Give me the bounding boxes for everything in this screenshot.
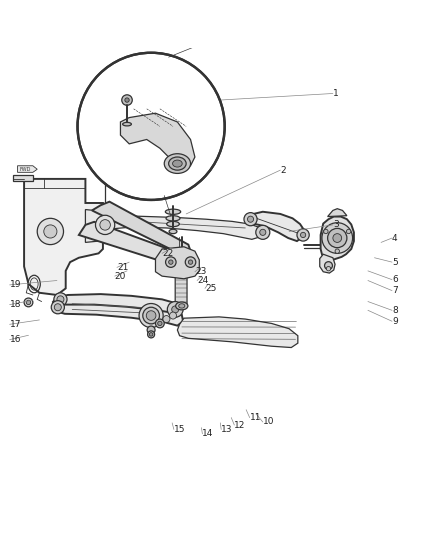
Text: 4: 4 xyxy=(392,233,398,243)
Circle shape xyxy=(322,223,353,253)
Circle shape xyxy=(78,53,225,200)
Text: 9: 9 xyxy=(392,317,398,326)
Ellipse shape xyxy=(146,311,156,320)
Polygon shape xyxy=(53,294,175,312)
Ellipse shape xyxy=(166,221,180,227)
Polygon shape xyxy=(155,247,199,279)
Ellipse shape xyxy=(179,304,185,308)
Ellipse shape xyxy=(173,160,182,167)
Circle shape xyxy=(325,262,332,270)
Ellipse shape xyxy=(166,209,180,214)
Circle shape xyxy=(155,319,164,328)
Text: 16: 16 xyxy=(10,335,21,344)
Circle shape xyxy=(333,233,342,243)
Text: 25: 25 xyxy=(205,284,216,293)
Circle shape xyxy=(166,257,176,268)
Circle shape xyxy=(170,312,177,319)
Circle shape xyxy=(95,215,115,235)
Text: FWD: FWD xyxy=(19,167,31,172)
Circle shape xyxy=(172,306,179,313)
Text: 3: 3 xyxy=(333,220,339,229)
Circle shape xyxy=(328,229,347,248)
Ellipse shape xyxy=(54,304,61,311)
Text: 22: 22 xyxy=(162,249,173,258)
Ellipse shape xyxy=(51,301,64,314)
Circle shape xyxy=(44,225,57,238)
Ellipse shape xyxy=(54,293,67,306)
Circle shape xyxy=(247,216,254,222)
Circle shape xyxy=(167,302,183,317)
Ellipse shape xyxy=(148,331,155,338)
Text: 15: 15 xyxy=(174,425,185,434)
Text: 12: 12 xyxy=(234,421,246,430)
Circle shape xyxy=(169,260,173,264)
Polygon shape xyxy=(107,216,263,239)
Ellipse shape xyxy=(169,229,177,233)
Ellipse shape xyxy=(149,333,153,336)
Circle shape xyxy=(122,95,132,106)
Text: 5: 5 xyxy=(392,257,398,266)
Circle shape xyxy=(26,300,31,304)
Polygon shape xyxy=(120,113,195,170)
Polygon shape xyxy=(85,209,112,243)
Ellipse shape xyxy=(57,296,64,303)
Text: 23: 23 xyxy=(195,267,206,276)
Circle shape xyxy=(100,220,110,230)
Polygon shape xyxy=(92,201,191,255)
Circle shape xyxy=(24,298,33,307)
Polygon shape xyxy=(18,166,37,172)
Circle shape xyxy=(147,326,155,334)
Text: 18: 18 xyxy=(10,300,21,309)
Text: 19: 19 xyxy=(10,280,21,289)
Circle shape xyxy=(297,229,309,241)
Circle shape xyxy=(260,229,266,236)
Polygon shape xyxy=(321,216,354,260)
Circle shape xyxy=(326,266,331,271)
Circle shape xyxy=(324,229,328,233)
Text: 14: 14 xyxy=(202,429,214,438)
Polygon shape xyxy=(320,254,335,273)
Ellipse shape xyxy=(139,303,163,328)
Circle shape xyxy=(300,232,306,238)
Polygon shape xyxy=(177,317,298,348)
Circle shape xyxy=(188,260,193,264)
Polygon shape xyxy=(328,209,347,216)
Text: 7: 7 xyxy=(392,286,398,295)
Text: 11: 11 xyxy=(250,413,261,422)
Text: 8: 8 xyxy=(392,306,398,315)
Text: 17: 17 xyxy=(10,320,21,329)
Ellipse shape xyxy=(143,307,159,324)
Circle shape xyxy=(125,98,129,102)
Polygon shape xyxy=(249,212,304,241)
Circle shape xyxy=(185,257,196,268)
Circle shape xyxy=(244,213,257,226)
Polygon shape xyxy=(79,222,173,262)
Text: 6: 6 xyxy=(392,275,398,284)
Polygon shape xyxy=(13,174,33,181)
Polygon shape xyxy=(24,179,103,295)
Ellipse shape xyxy=(169,157,186,170)
Circle shape xyxy=(37,219,64,245)
Ellipse shape xyxy=(166,216,180,221)
Circle shape xyxy=(346,229,351,233)
Ellipse shape xyxy=(164,154,191,173)
Circle shape xyxy=(158,321,162,326)
Text: 1: 1 xyxy=(333,89,339,98)
Text: 24: 24 xyxy=(197,276,208,285)
Circle shape xyxy=(256,225,270,239)
Ellipse shape xyxy=(123,123,131,126)
Text: 13: 13 xyxy=(221,425,233,434)
Text: 21: 21 xyxy=(117,263,128,272)
Ellipse shape xyxy=(176,302,188,310)
Circle shape xyxy=(335,249,339,253)
Circle shape xyxy=(163,316,170,322)
Polygon shape xyxy=(175,266,187,307)
Text: 2: 2 xyxy=(280,166,286,175)
Text: 20: 20 xyxy=(115,272,126,281)
Text: 10: 10 xyxy=(263,417,274,426)
Polygon shape xyxy=(53,302,183,326)
